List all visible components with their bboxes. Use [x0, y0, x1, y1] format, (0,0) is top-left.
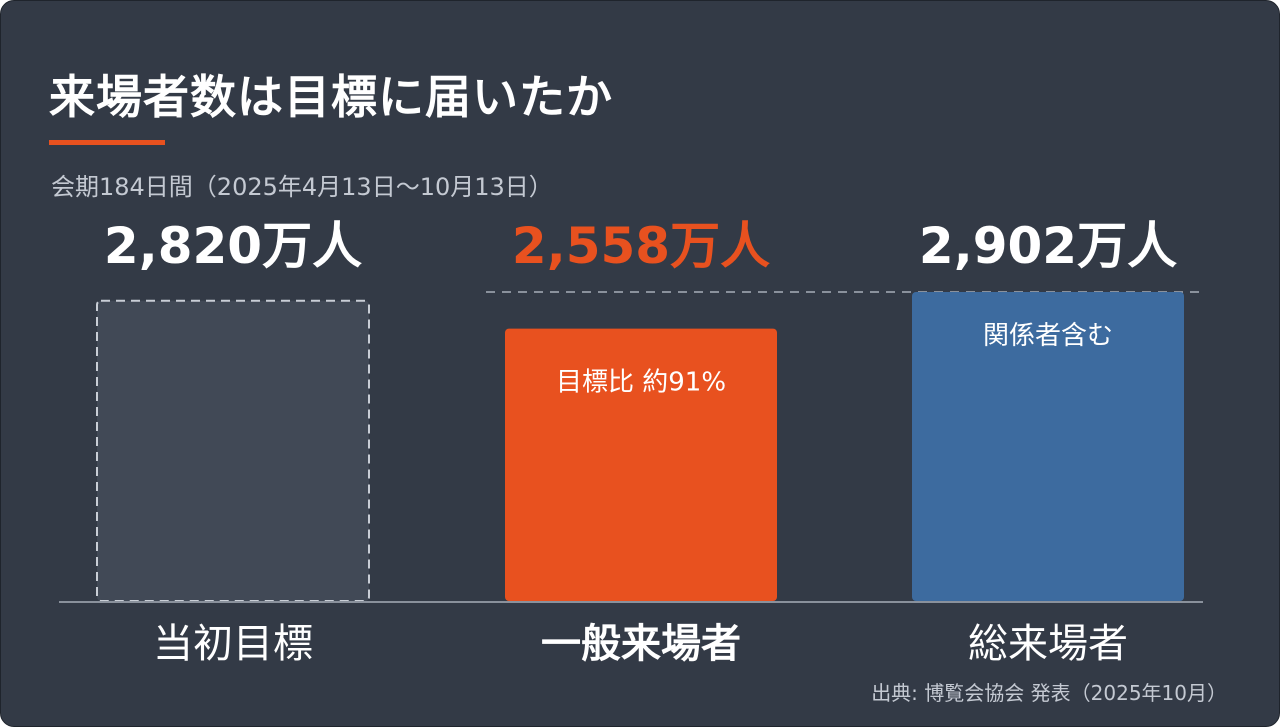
bar-total-visitors — [912, 292, 1184, 601]
value-label: 2,558万人 — [512, 217, 770, 275]
category-label: 総来場者 — [968, 621, 1128, 667]
value-label: 2,820万人 — [104, 217, 362, 275]
value-label: 2,902万人 — [919, 217, 1177, 275]
bar-annotation: 目標比 約91% — [556, 368, 726, 398]
category-label: 一般来場者 — [541, 621, 741, 667]
source-note: 出典: 博覧会協会 発表（2025年10月） — [871, 681, 1227, 705]
category-label: 当初目標 — [153, 621, 313, 667]
bar-general-visitors — [505, 328, 777, 601]
bar-target — [96, 299, 370, 602]
bar-annotation: 関係者含む — [983, 321, 1113, 351]
title-underline — [49, 140, 165, 145]
chart-subtitle: 会期184日間（2025年4月13日～10月13日） — [51, 173, 553, 201]
chart-title: 来場者数は目標に届いたか — [49, 70, 613, 124]
